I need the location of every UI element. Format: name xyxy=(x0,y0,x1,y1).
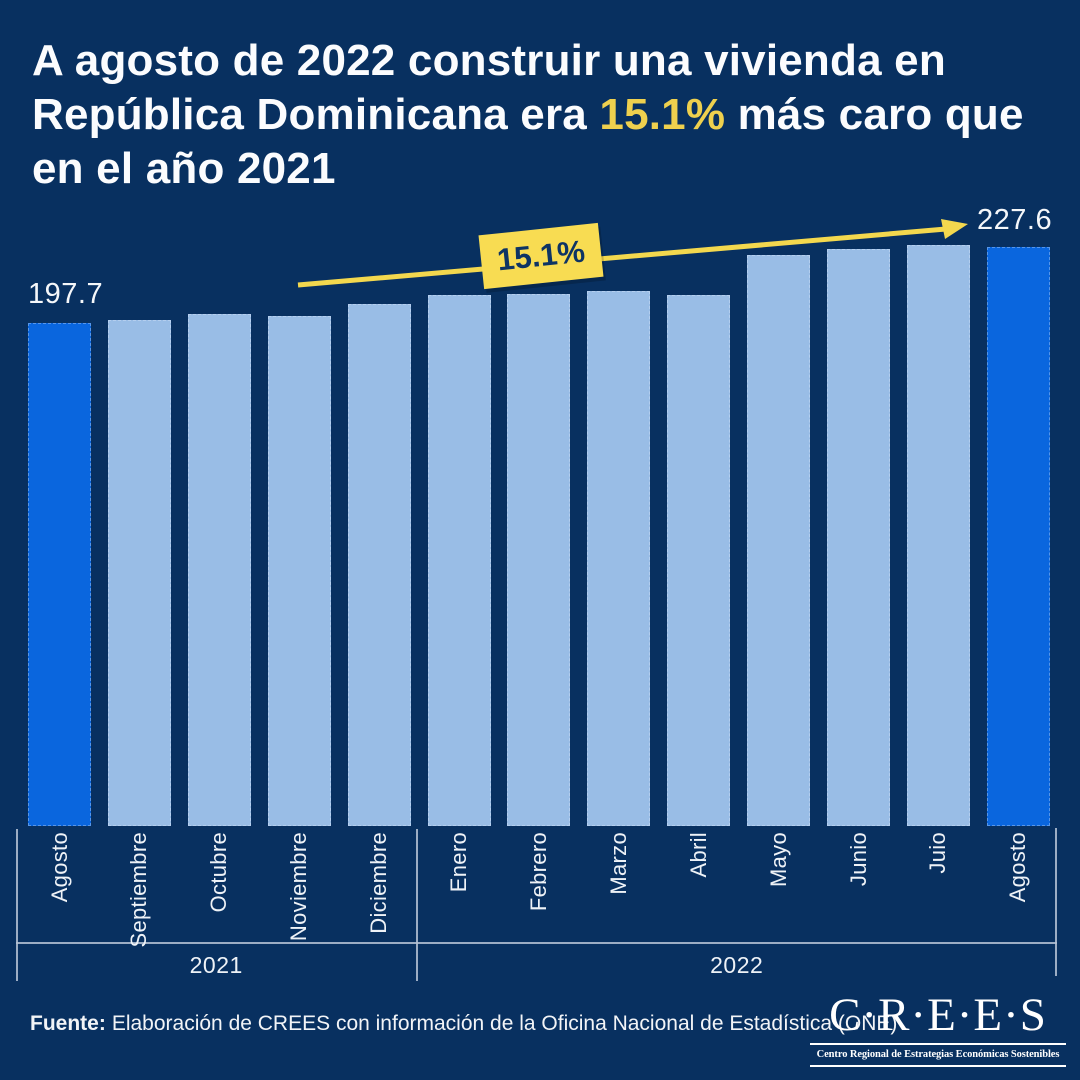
bar-3-octubre xyxy=(187,314,251,826)
end-value-label: 227.6 xyxy=(977,204,1053,236)
month-cell: Juio xyxy=(907,832,970,874)
bar-10-mayo xyxy=(747,255,811,826)
month-cell: Mayo xyxy=(747,832,810,887)
month-label: Septiembre xyxy=(126,832,152,948)
bar-9-abril xyxy=(667,295,731,826)
bar-2-septiembre xyxy=(107,320,171,826)
month-cell: Junio xyxy=(827,832,890,886)
axis-divider-right xyxy=(1055,828,1057,976)
month-cell: Enero xyxy=(428,832,491,892)
logo-rule-top xyxy=(810,1042,1066,1045)
month-labels: Agosto Septiembre Octubre Noviembre Diciembr… xyxy=(16,832,1057,948)
arrowhead-icon xyxy=(941,219,968,239)
logo-rule-bottom xyxy=(810,1064,1066,1067)
bar-1-agosto xyxy=(28,323,91,826)
crees-logo-wordmark: C·R·E·E·S xyxy=(829,989,1047,1041)
month-label: Agosto xyxy=(46,832,72,903)
title-line2-pre: República Dominicana era xyxy=(32,90,600,139)
month-label: Mayo xyxy=(765,832,791,887)
month-label: Noviembre xyxy=(286,832,312,942)
bar-7-febrero xyxy=(507,294,571,826)
crees-logo: C·R·E·E·S Centro Regional de Estrategias… xyxy=(810,990,1066,1067)
bar-13-agosto xyxy=(986,247,1050,826)
start-value-label: 197.7 xyxy=(28,278,104,310)
page-title: A agosto de 2022 construir una vivienda … xyxy=(32,34,1052,196)
crees-logo-tagline: Centro Regional de Estrategias Económica… xyxy=(816,1048,1060,1060)
bar-11-junio xyxy=(827,249,891,826)
month-cell: Noviembre xyxy=(268,832,331,941)
bar-6-enero xyxy=(427,295,491,826)
bars xyxy=(16,245,1057,826)
title-highlight: 15.1% xyxy=(599,90,726,139)
month-label: Diciembre xyxy=(366,832,392,934)
bar-8-marzo xyxy=(587,291,651,826)
month-cell: Abril xyxy=(667,832,730,878)
bar-4-noviembre xyxy=(267,316,331,826)
month-label: Octubre xyxy=(206,832,232,913)
bar-12-juio xyxy=(906,245,970,826)
month-label: Junio xyxy=(845,832,871,887)
year-label-2021: 2021 xyxy=(189,951,243,978)
source-text: Elaboración de CREES con información de … xyxy=(111,1012,898,1035)
month-label: Abril xyxy=(685,832,711,878)
title-line1: A agosto de 2022 construir una vivienda … xyxy=(32,36,946,85)
title-line3: en el año 2021 xyxy=(32,144,336,193)
title-line2-post: más caro que xyxy=(725,90,1024,139)
axis-divider-left xyxy=(16,829,18,981)
source-note: Fuente: Elaboración de CREES con informac… xyxy=(30,1012,897,1036)
axis-divider-middle xyxy=(416,829,418,981)
month-cell: Diciembre xyxy=(348,832,411,934)
year-label-2022: 2022 xyxy=(710,951,764,978)
month-label: Enero xyxy=(446,832,472,893)
month-label: Febrero xyxy=(525,832,551,912)
month-cell: Octubre xyxy=(188,832,251,912)
month-cell: Agosto xyxy=(28,832,91,902)
year-labels: 2021 2022 xyxy=(16,947,1057,983)
source-label: Fuente: xyxy=(30,1012,106,1035)
month-label: Agosto xyxy=(1005,832,1031,903)
month-cell: Septiembre xyxy=(108,832,171,948)
month-cell: Marzo xyxy=(587,832,650,895)
month-label: Juio xyxy=(925,832,951,874)
month-cell: Febrero xyxy=(507,832,570,911)
bar-5-diciembre xyxy=(347,304,411,826)
month-label: Marzo xyxy=(605,832,631,895)
axis-separator-line xyxy=(16,942,1057,944)
month-cell: Agosto xyxy=(987,832,1050,902)
